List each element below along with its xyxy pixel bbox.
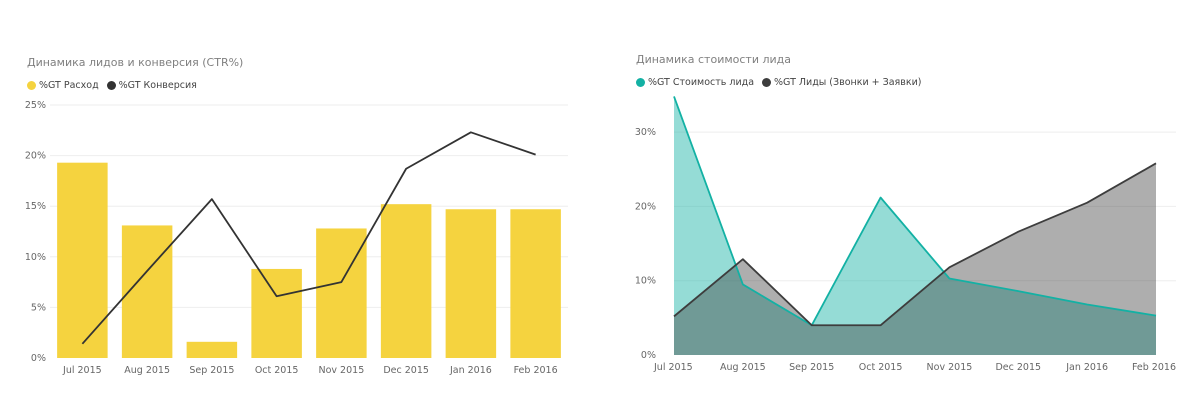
legend-item-lead-cost[interactable]: %GT Стоимость лида (636, 77, 754, 88)
bar (380, 204, 432, 358)
chart-title: Динамика стоимости лида (636, 53, 791, 66)
y-tick-label: 20% (25, 151, 46, 162)
area-fill (674, 163, 1156, 355)
x-tick-label: Oct 2015 (859, 362, 903, 373)
legend-label: %GT Лиды (Звонки + Заявки) (774, 77, 922, 88)
y-tick-label: 10% (635, 276, 656, 287)
y-tick-label: 0% (31, 353, 46, 364)
x-tick-label: Jan 2016 (449, 365, 492, 376)
chart-panel-leads-conversion: Динамика лидов и конверсия (CTR%) %GT Ра… (0, 0, 580, 405)
legend-item-expense[interactable]: %GT Расход (27, 80, 99, 91)
legend-dot-icon (762, 78, 772, 87)
series-line (673, 96, 1157, 327)
y-tick-label: 30% (635, 127, 656, 138)
y-tick-label: 0% (641, 350, 656, 361)
y-tick-label: 5% (31, 302, 46, 313)
y-tick-label: 10% (25, 252, 46, 263)
area-chart: 0% 10% 20% 30% Jul 2015 Aug 2015 Sep 2015 Oct 2… (635, 96, 1176, 373)
y-tick-label: 15% (25, 201, 46, 212)
bar (121, 225, 173, 358)
x-tick-label: Aug 2015 (124, 365, 170, 376)
x-tick-label: Jul 2015 (62, 365, 102, 376)
legend-dot-icon (106, 81, 116, 90)
legend-dot-icon (636, 78, 645, 87)
legend-item-leads[interactable]: %GT Лиды (Звонки + Заявки) (762, 77, 922, 88)
legend-label: %GT Расход (39, 80, 99, 91)
legend-label: %GT Стоимость лида (648, 77, 755, 88)
x-tick-label: Dec 2015 (383, 365, 429, 376)
y-tick-label: 20% (635, 201, 656, 212)
chart-panel-lead-cost: Динамика стоимости лида %GT Стоимость ли… (600, 0, 1200, 405)
legend-label: %GT Конверсия (118, 80, 197, 91)
area-fill (674, 96, 1156, 355)
x-tick-label: Aug 2015 (720, 362, 766, 373)
series-line (673, 162, 1157, 327)
bar (316, 228, 367, 358)
y-tick-label: 25% (25, 100, 46, 111)
series-line (81, 131, 536, 345)
x-tick-label: Sep 2015 (789, 362, 834, 373)
x-tick-label: Nov 2015 (927, 362, 973, 373)
bar (445, 209, 497, 358)
x-tick-label: Feb 2016 (1132, 362, 1176, 373)
bar (510, 209, 561, 358)
x-tick-label: Oct 2015 (255, 365, 299, 376)
x-tick-label: Sep 2015 (189, 365, 234, 376)
x-tick-label: Jan 2016 (1065, 362, 1108, 373)
chart-legend: %GT Расход %GT Конверсия (27, 80, 205, 91)
bar-line-chart: 0% 5% 10% 15% 20% 25% Jul 2015 Aug 2015 Sep 2015… (25, 100, 568, 376)
chart-title: Динамика лидов и конверсия (CTR%) (27, 56, 244, 69)
bar (251, 268, 302, 358)
bar (186, 341, 238, 358)
x-tick-label: Nov 2015 (319, 365, 365, 376)
legend-dot-icon (27, 81, 36, 90)
bar (57, 162, 108, 358)
x-tick-label: Jul 2015 (653, 362, 693, 373)
legend-item-conversion[interactable]: %GT Конверсия (106, 80, 197, 91)
x-tick-label: Dec 2015 (995, 362, 1041, 373)
chart-legend: %GT Стоимость лида %GT Лиды (Звонки + За… (636, 77, 930, 88)
x-tick-label: Feb 2016 (514, 365, 558, 376)
